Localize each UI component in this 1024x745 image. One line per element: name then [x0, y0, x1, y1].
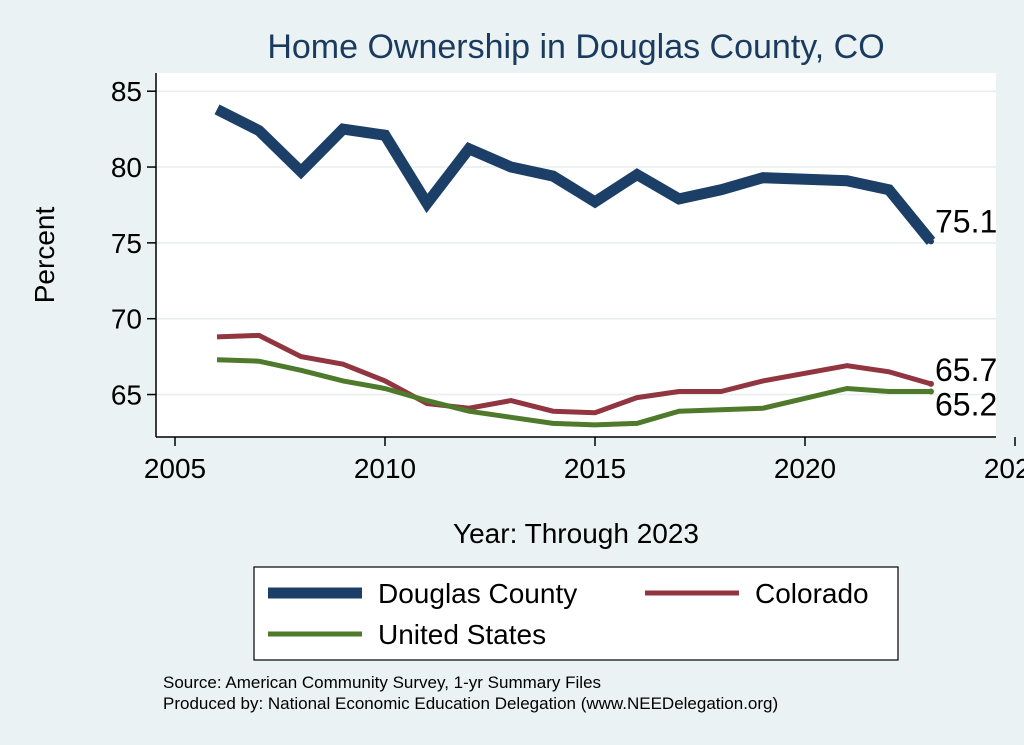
plot-area [156, 73, 996, 437]
x-axis-label: Year: Through 2023 [453, 518, 699, 549]
end-point [928, 238, 934, 245]
y-tick-label: 65 [111, 380, 142, 411]
end-label: 75.1 [935, 203, 997, 239]
y-axis-label: Percent [29, 207, 60, 304]
legend: Douglas County Colorado United States [268, 578, 869, 650]
source-line-2: Produced by: National Economic Education… [163, 694, 778, 713]
legend-label: Colorado [755, 578, 869, 609]
y-tick-label: 80 [111, 152, 142, 183]
y-axis-ticks: 65 70 75 80 85 [111, 76, 156, 411]
series-line-united-states [216, 357, 931, 428]
x-axis-ticks: 2005 2010 2015 2020 2025 [144, 437, 1024, 484]
series-lines [214, 104, 936, 428]
y-tick-label: 70 [111, 304, 142, 335]
end-labels: 75.1 65.765.2 [935, 203, 997, 422]
y-tick-label: 75 [111, 228, 142, 259]
legend-label: Douglas County [378, 578, 577, 609]
x-tick-label: 2010 [354, 453, 416, 484]
end-point [928, 388, 934, 395]
source-line-1: Source: American Community Survey, 1-yr … [163, 673, 601, 692]
series-line-douglas-county [214, 104, 936, 245]
x-tick-label: 2005 [144, 453, 206, 484]
y-tick-label: 85 [111, 76, 142, 107]
legend-box [253, 566, 899, 661]
end-label: 65.7 [935, 352, 997, 388]
legend-label: United States [378, 619, 546, 650]
x-tick-label: 2020 [774, 453, 836, 484]
x-tick-label: 2015 [564, 453, 626, 484]
series-line-colorado [216, 332, 932, 416]
end-point [928, 380, 934, 387]
chart-title: Home Ownership in Douglas County, CO [267, 28, 884, 66]
end-label: 65.2 [935, 387, 997, 423]
x-tick-label: 2025 [984, 453, 1024, 484]
